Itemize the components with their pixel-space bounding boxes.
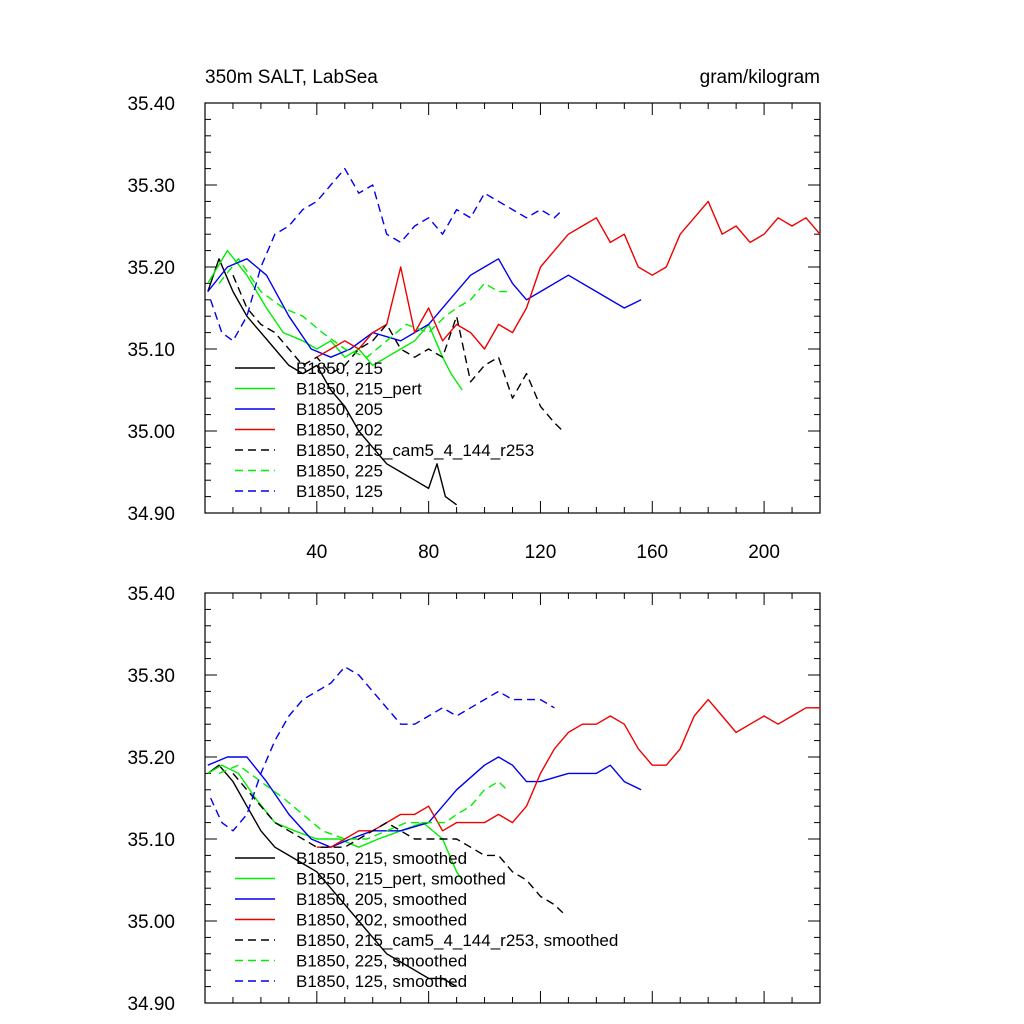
legend-entry: B1850, 202, smoothed [296, 911, 467, 930]
y-tick-label: 35.10 [127, 340, 175, 361]
legend-entry: B1850, 215_cam5_4_144_r253 [296, 441, 534, 460]
legend-entry: B1850, 225, smoothed [296, 952, 467, 971]
y-tick-label: 34.90 [127, 994, 175, 1015]
legend-entry: B1850, 215_pert, smoothed [296, 870, 506, 889]
units-label: gram/kilogram [700, 67, 820, 88]
x-tick-label: 80 [418, 542, 439, 563]
y-tick-label: 35.00 [127, 422, 175, 443]
y-tick-label: 35.30 [127, 176, 175, 197]
legend-entry: B1850, 215_pert [296, 380, 422, 399]
panel-bottom: 35.40 35.30 35.20 35.10 35.00 34.90 B1850, 215… [127, 584, 821, 1015]
panel-top: 350m SALT, LabSea gram/kilogram 35.40 35.… [127, 67, 821, 563]
series-line [207, 764, 457, 988]
series-line [207, 764, 463, 881]
series-line [207, 258, 642, 358]
series-line [232, 274, 564, 432]
series-line [209, 167, 564, 342]
y-tick-label: 35.00 [127, 912, 175, 933]
legend-entry: B1850, 205, smoothed [296, 890, 467, 909]
series-line [316, 698, 820, 848]
y-tick-label: 35.20 [127, 748, 175, 769]
series-line [218, 258, 507, 358]
legend-entry: B1850, 125, smoothed [296, 972, 467, 991]
legend-entry: B1850, 125 [296, 482, 383, 501]
legend-entry: B1850, 215_cam5_4_144_r253, smoothed [296, 931, 618, 950]
legend-entry: B1850, 215, smoothed [296, 849, 467, 868]
series-line [209, 666, 555, 832]
y-tick-label: 35.10 [127, 830, 175, 851]
legend-entry: B1850, 202 [296, 421, 383, 440]
series-line [207, 258, 458, 506]
x-tick-label: 40 [306, 542, 327, 563]
y-tick-label: 35.40 [127, 584, 175, 605]
y-tick-label: 35.30 [127, 666, 175, 687]
x-tick-label: 200 [748, 542, 780, 563]
series-line [218, 764, 508, 840]
x-tick-label: 160 [636, 542, 668, 563]
legend-entry: B1850, 215 [296, 359, 383, 378]
chart-title: 350m SALT, LabSea [205, 67, 378, 88]
series-line [316, 200, 821, 358]
y-tick-label: 35.40 [127, 94, 175, 115]
legend-entry: B1850, 205 [296, 400, 383, 419]
y-tick-label: 35.20 [127, 258, 175, 279]
y-tick-label: 34.90 [127, 504, 175, 525]
series-line [207, 756, 642, 848]
legend-entry: B1850, 225 [296, 462, 383, 481]
x-tick-label: 120 [525, 542, 557, 563]
series-line [232, 772, 564, 914]
